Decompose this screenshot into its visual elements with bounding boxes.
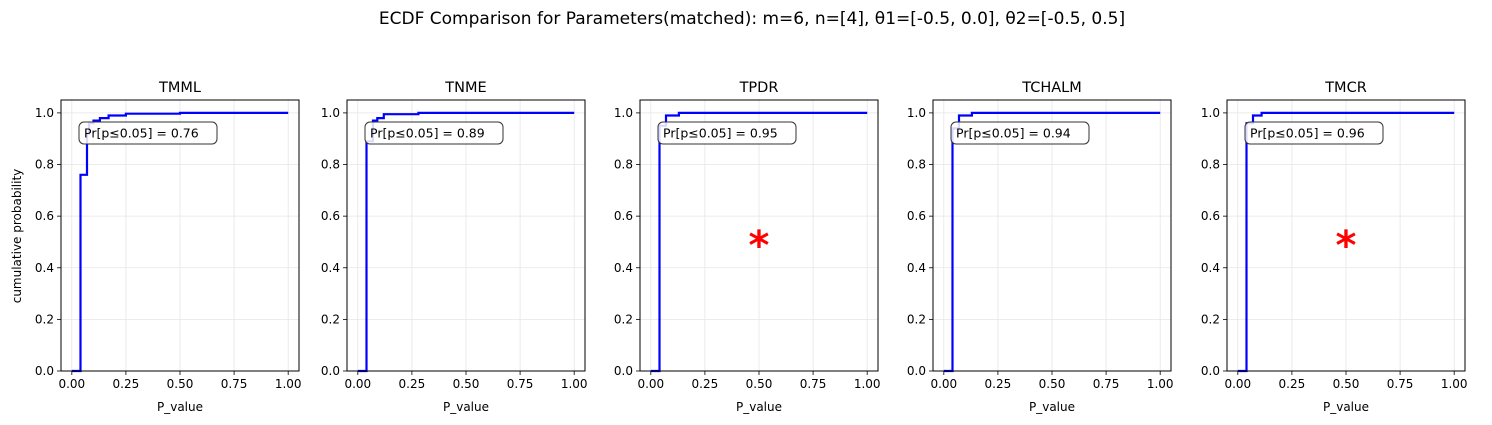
x-tick-label: 0.75 [800,377,827,391]
y-tick-label: 0.2 [321,312,340,326]
annotation-text: Pr[p≤0.05] = 0.94 [956,126,1071,141]
y-tick-label: 1.0 [614,106,633,120]
annotation-text: Pr[p≤0.05] = 0.95 [663,126,778,141]
y-tick-label: 0.4 [907,261,926,275]
ecdf-line [650,111,868,373]
x-tick-label: 0.50 [1039,377,1066,391]
panel-title: TNME [444,80,486,96]
annotation-box [657,121,797,145]
y-tick-label: 0.0 [321,364,340,378]
y-tick-label: 0.6 [614,209,633,223]
x-tick-label: 0.25 [113,377,140,391]
x-axis-label: P_value [157,400,203,414]
y-tick-label: 0.6 [907,209,926,223]
annotation-text: Pr[p≤0.05] = 0.89 [370,126,485,141]
x-tick-label: 0.00 [1224,377,1251,391]
panel-tmml: 0.00 0.25 0.50 0.75 1.00 0.0 0.2 0.4 0.6 0.8 1.0 Pr… [35,80,302,414]
annotation-box [950,121,1090,145]
panel-title: TCHALM [1021,80,1082,96]
y-tick-label: 1.0 [321,106,340,120]
annotation-text: Pr[p≤0.05] = 0.76 [84,126,199,141]
x-tick-label: 1.00 [1147,377,1174,391]
x-tick-label: 0.50 [167,377,194,391]
annotation-box [78,121,218,145]
axes-frame [60,99,300,372]
x-tick-label: 1.00 [1441,377,1468,391]
y-tick-label: 0.4 [321,261,340,275]
x-tick-label: 0.25 [1279,377,1306,391]
x-tick-label: 0.50 [746,377,773,391]
y-tick-label: 0.8 [321,158,340,172]
x-axis-label: P_value [443,400,489,414]
panel-tpdr: 0.00 0.25 0.50 0.75 1.00 0.0 0.2 0.4 0.6 0.8 1.0 * P… [614,80,881,414]
x-tick-label: 1.00 [854,377,881,391]
x-tick-label: 1.00 [275,377,302,391]
axes-frame [346,99,586,372]
y-tick-label: 0.2 [35,312,54,326]
y-tick-label: 0.2 [907,312,926,326]
y-tick-label: 0.6 [321,209,340,223]
x-tick-label: 0.00 [58,377,85,391]
panel-tmcr: 0.00 0.25 0.50 0.75 1.00 0.0 0.2 0.4 0.6 0.8 1.0 * P… [1201,80,1468,414]
panel-title: TPDR [739,80,779,96]
panel-tnme: 0.00 0.25 0.50 0.75 1.00 0.0 0.2 0.4 0.6 0.8 1.0 Pr… [321,80,588,414]
panel-title: TMML [158,80,201,96]
y-tick-label: 0.6 [35,209,54,223]
x-tick-label: 0.75 [1387,377,1414,391]
x-tick-label: 0.25 [692,377,719,391]
y-axis-label: cumulative probability [10,169,24,304]
annotation-text: Pr[p≤0.05] = 0.96 [1250,126,1365,141]
annotation-box [1244,121,1384,145]
y-tick-label: 0.8 [1201,158,1220,172]
x-tick-label: 0.00 [344,377,371,391]
y-tick-label: 0.0 [35,364,54,378]
x-tick-label: 0.25 [399,377,426,391]
y-tick-label: 0.0 [1201,364,1220,378]
y-tick-label: 1.0 [907,106,926,120]
x-tick-label: 1.00 [561,377,588,391]
annotation-box [364,121,504,145]
x-tick-label: 0.50 [453,377,480,391]
x-tick-label: 0.00 [930,377,957,391]
y-tick-label: 0.8 [907,158,926,172]
ecdf-line [71,111,289,373]
y-tick-label: 1.0 [35,106,54,120]
figure-suptitle: ECDF Comparison for Parameters(matched):… [379,9,1125,29]
y-tick-label: 0.4 [1201,261,1220,275]
x-tick-label: 0.75 [507,377,534,391]
y-tick-label: 0.0 [907,364,926,378]
axes-frame [932,99,1172,372]
y-tick-label: 0.8 [35,158,54,172]
star-marker: * [749,223,770,269]
panel-tchalm: 0.00 0.25 0.50 0.75 1.00 0.0 0.2 0.4 0.6 0.8 1.0 Pr… [907,80,1174,414]
panel-title: TMCR [1324,80,1367,96]
y-tick-label: 0.0 [614,364,633,378]
ecdf-line [1237,111,1455,373]
y-tick-label: 0.8 [614,158,633,172]
x-axis-label: P_value [736,400,782,414]
x-tick-label: 0.50 [1333,377,1360,391]
panels-container: 0.00 0.25 0.50 0.75 1.00 0.0 0.2 0.4 0.6 0.8 1.0 Pr… [35,80,1468,414]
axes-frame [1226,99,1466,372]
y-tick-label: 0.4 [35,261,54,275]
x-tick-label: 0.75 [1093,377,1120,391]
y-tick-label: 0.6 [1201,209,1220,223]
y-tick-label: 0.2 [614,312,633,326]
y-tick-label: 0.2 [1201,312,1220,326]
y-tick-label: 0.4 [614,261,633,275]
y-tick-label: 1.0 [1201,106,1220,120]
x-tick-label: 0.25 [985,377,1012,391]
x-axis-label: P_value [1029,400,1075,414]
x-tick-label: 0.00 [637,377,664,391]
star-marker: * [1336,223,1357,269]
x-axis-label: P_value [1323,400,1369,414]
ecdf-line [357,111,575,373]
x-tick-label: 0.75 [221,377,248,391]
axes-frame [639,99,879,372]
